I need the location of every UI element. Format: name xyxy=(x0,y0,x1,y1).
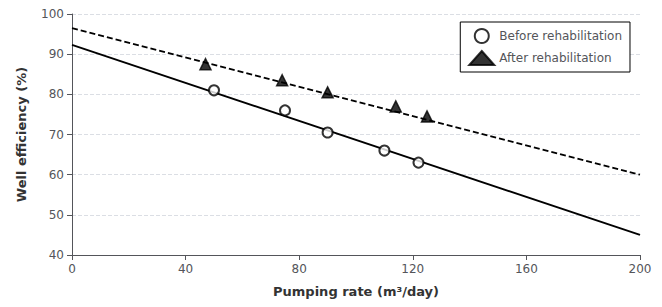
svg-text:80: 80 xyxy=(292,262,307,276)
svg-text:40: 40 xyxy=(178,262,193,276)
svg-text:200: 200 xyxy=(629,262,652,276)
svg-text:60: 60 xyxy=(49,168,64,182)
svg-text:50: 50 xyxy=(49,208,64,222)
svg-text:0: 0 xyxy=(68,262,76,276)
svg-text:After rehabilitation: After rehabilitation xyxy=(499,51,611,65)
svg-text:40: 40 xyxy=(49,248,64,262)
svg-text:Pumping rate (m³/day): Pumping rate (m³/day) xyxy=(273,284,439,299)
svg-text:Before rehabilitation: Before rehabilitation xyxy=(499,29,622,43)
svg-text:90: 90 xyxy=(49,47,64,61)
svg-text:80: 80 xyxy=(49,87,64,101)
svg-text:Well efficiency (%): Well efficiency (%) xyxy=(14,67,29,202)
svg-text:160: 160 xyxy=(515,262,538,276)
svg-text:120: 120 xyxy=(401,262,424,276)
svg-text:100: 100 xyxy=(41,7,64,21)
svg-text:70: 70 xyxy=(49,128,64,142)
